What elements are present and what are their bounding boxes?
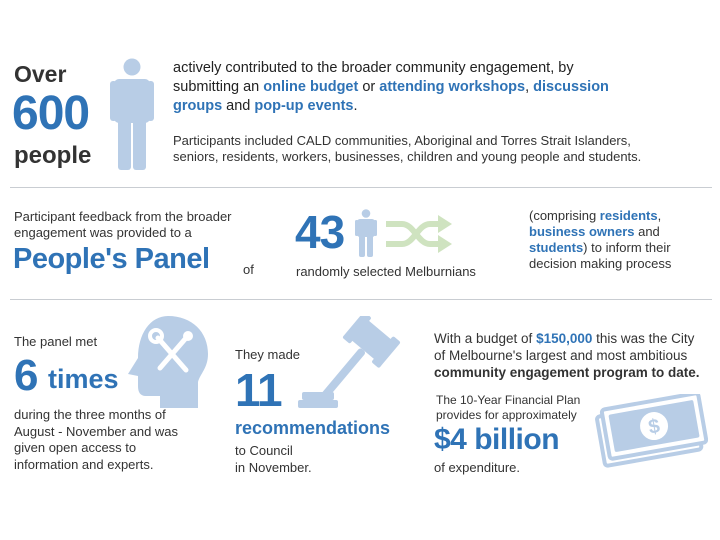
participants-text: Participants included CALD communities, …: [173, 133, 641, 165]
comprising-line-2: business owners and: [529, 224, 671, 240]
comprising-line-4: decision making process: [529, 256, 672, 271]
discussion-highlight: discussion: [533, 79, 609, 95]
shuffle-icon: [384, 214, 454, 254]
people-count: 600: [12, 87, 90, 140]
recommendations-label: recommendations: [235, 418, 391, 438]
budget-line-1: With a budget of $150,000 this was the C…: [434, 330, 700, 347]
comprising-text-fragment: ,: [657, 208, 662, 223]
to-council-line: to Council: [235, 443, 293, 458]
residents-highlight: residents: [599, 208, 658, 223]
comprising-text: (comprising residents, business owners a…: [529, 208, 671, 272]
business-owners-highlight: business owners: [529, 224, 635, 239]
feedback-line-2: engagement was provided to a: [14, 225, 192, 240]
divider: [10, 299, 712, 300]
person-icon: [355, 209, 377, 257]
feedback-line-1: Participant feedback from the broader: [14, 209, 232, 224]
divider: [10, 187, 712, 188]
panel-met-label: The panel met: [14, 334, 98, 349]
attending-workshops-highlight: attending workshops: [379, 79, 526, 95]
in-november-line: in November.: [235, 459, 312, 475]
svg-text:$: $: [647, 415, 662, 439]
they-made-label: They made: [235, 347, 301, 362]
expenditure-amount: $4 billion: [434, 423, 560, 456]
budget-text-fragment: this was the City: [592, 331, 695, 346]
engagement-text-fragment: .: [353, 98, 358, 114]
plan-line-1: The 10-Year Financial Plan: [436, 393, 581, 407]
budget-line-2: of Melbourne's largest and most ambitiou…: [434, 348, 688, 363]
engagement-text-fragment: ,: [525, 79, 534, 95]
comprising-text-fragment: and: [634, 224, 660, 239]
comprising-text-fragment: (comprising: [529, 208, 600, 223]
students-highlight: students: [529, 240, 584, 255]
engagement-text-fragment: and: [222, 98, 255, 114]
money-icon: $: [590, 394, 708, 470]
groups-highlight: groups: [173, 98, 223, 114]
engagement-line-2: submitting an online budget or attending…: [173, 78, 609, 97]
engagement-text: actively contributed to the broader comm…: [173, 59, 609, 116]
person-icon: [110, 58, 154, 170]
people-label: people: [14, 142, 92, 169]
comprising-text-fragment: ) to inform their: [583, 240, 671, 255]
engagement-line-3: groups and pop-up events.: [173, 97, 609, 116]
comprising-line-3: students) to inform their: [529, 240, 671, 256]
during-text: during the three months of August - Nove…: [14, 407, 178, 473]
meetings-count: 6: [14, 351, 39, 400]
budget-line-3: community engagement program to date.: [434, 365, 700, 380]
over-label: Over: [14, 61, 67, 87]
panel-count: 43: [295, 206, 345, 258]
during-line-4: information and experts.: [14, 456, 154, 472]
randomly-selected-label: randomly selected Melburnians: [296, 264, 476, 279]
financial-plan-text: The 10-Year Financial Plan provides for …: [436, 393, 580, 423]
during-line-2: August - November and was: [14, 423, 179, 439]
feedback-text: Participant feedback from the broader en…: [14, 209, 232, 241]
engagement-text-fragment: submitting an: [173, 79, 264, 95]
during-line-3: given open access to: [14, 440, 137, 455]
of-label: of: [243, 262, 254, 277]
engagement-text-fragment: or: [358, 79, 380, 95]
budget-amount-highlight: $150,000: [536, 331, 593, 346]
head-tools-icon: [120, 312, 212, 412]
expenditure-label: of expenditure.: [434, 460, 521, 475]
gavel-icon: [298, 316, 408, 416]
council-text: to Council in November.: [235, 443, 312, 476]
times-label: times: [48, 364, 119, 394]
engagement-line-1: actively contributed to the broader comm…: [173, 60, 574, 76]
plan-line-2: provides for approximately: [436, 408, 577, 422]
budget-text-fragment: With a budget of: [434, 331, 537, 346]
participants-line-1: Participants included CALD communities, …: [173, 133, 631, 148]
participants-line-2: seniors, residents, workers, businesses,…: [173, 149, 642, 164]
budget-text: With a budget of $150,000 this was the C…: [434, 330, 700, 381]
peoples-panel-title: People's Panel: [13, 243, 210, 275]
popup-events-highlight: pop-up events: [254, 98, 354, 114]
during-line-1: during the three months of: [14, 407, 166, 422]
online-budget-highlight: online budget: [263, 79, 359, 95]
recommendations-count: 11: [235, 364, 283, 416]
comprising-line-1: (comprising residents,: [529, 208, 671, 224]
